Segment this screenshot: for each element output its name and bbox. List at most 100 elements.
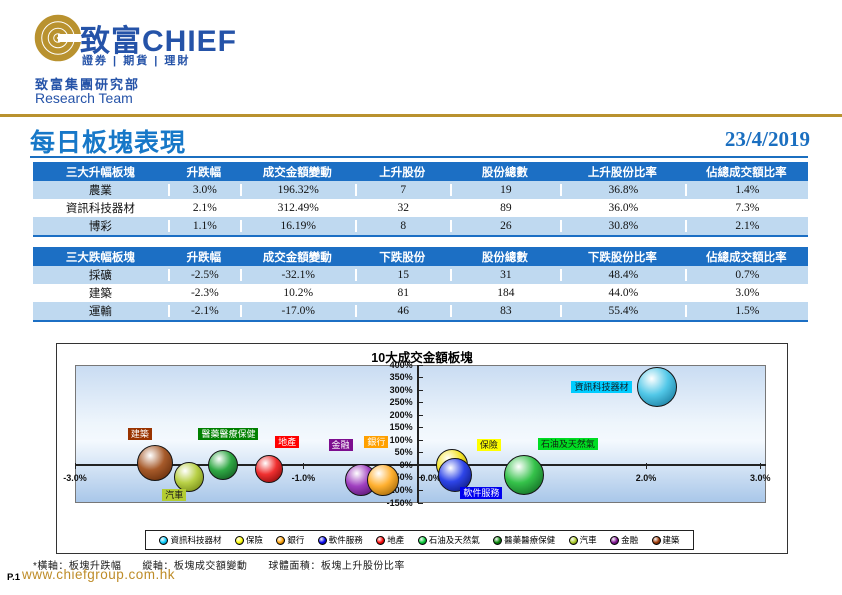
website-link[interactable]: www.chiefgroup.com.hk (22, 567, 176, 582)
y-axis-tick (417, 389, 423, 391)
table-cell: -32.1% (239, 269, 355, 281)
table-header-cell: 升跌幅 (186, 166, 222, 179)
brand-chinese: 致富 (80, 25, 142, 58)
bubble-data-label: 地產 (275, 436, 300, 449)
table-cell: 2.1% (167, 202, 240, 214)
legend-marker-icon (610, 535, 620, 545)
y-axis-tick-label: -100% (386, 484, 413, 495)
legend-item: 地產 (376, 534, 404, 546)
table-header-cell: 下跌股份 (379, 251, 426, 264)
x-axis-tick-label: -3.0% (63, 473, 87, 484)
table-header-row: 三大跌幅板塊 升跌幅 成交金額變動 下跌股份 股份總數 下跌股份比率 佔總成交額比率 (33, 247, 808, 266)
legend-marker-icon (417, 535, 427, 545)
y-axis-tick (417, 414, 423, 416)
table-cell: 1.4% (684, 184, 808, 196)
table-cell: 採礦 (88, 270, 112, 282)
table-row: 資訊科技器材 2.1% 312.49% 32 89 36.0% 7.3% (33, 199, 808, 217)
x-axis-tick (417, 463, 419, 470)
research-dept-cn: 致富集團研究部 (35, 77, 141, 92)
y-axis-tick (417, 364, 423, 366)
bubble-data-label: 建築 (127, 427, 152, 440)
y-axis-tick-label: 150% (389, 422, 413, 433)
table-cell: 30.8% (559, 220, 685, 232)
legend-label: 汽車 (579, 535, 597, 545)
table-cell: 36.0% (559, 202, 685, 214)
table-cell: -17.0% (239, 305, 355, 317)
table-cell: 44.0% (559, 287, 685, 299)
x-axis-tick (74, 463, 76, 470)
y-axis-tick-label: -150% (386, 497, 413, 508)
table-cell: 19 (449, 184, 560, 196)
chart-title: 10大成交金額板塊 (371, 351, 473, 365)
page-number: P.1 (7, 572, 21, 583)
table-cell: 運輸 (88, 306, 112, 318)
x-axis-tick-label: 3.0% (750, 473, 771, 484)
legend-item: 金融 (610, 534, 638, 546)
chart-bubble (637, 366, 678, 407)
table-header-cell: 成交金額變動 (262, 251, 332, 264)
x-axis-tick (759, 463, 761, 470)
y-axis-tick (417, 464, 423, 466)
legend-marker-icon (376, 535, 386, 545)
chart-bubble (136, 444, 173, 481)
table-cell: 1.1% (167, 220, 240, 232)
table-row: 博彩 1.1% 16.19% 8 26 30.8% 2.1% (33, 217, 808, 235)
table-bottom-border (33, 320, 808, 322)
legend-marker-icon (493, 535, 503, 545)
table-row: 運輸 -2.1% -17.0% 46 83 55.4% 1.5% (33, 302, 808, 320)
y-axis-tick (417, 439, 423, 441)
table-header-cell: 上升股份 (379, 166, 426, 179)
y-axis-line (417, 365, 419, 503)
brand-tagline: 證券 | 期貨 | 理財 (82, 55, 191, 67)
x-axis-tick-label: -1.0% (291, 473, 316, 484)
table-cell: 7.3% (684, 202, 808, 214)
table-header-row: 三大升幅板塊 升跌幅 成交金額變動 上升股份 股份總數 上升股份比率 佔總成交額比率 (33, 162, 808, 181)
x-axis-tick (302, 463, 304, 470)
bubble-data-label: 汽車 (162, 488, 187, 501)
table-cell: 建築 (88, 288, 112, 300)
legend-marker-icon (159, 535, 169, 545)
chart-footnote: *橫軸：板塊升跌幅 縱軸：板塊成交額變動 球體面積：板塊上升股份比率 (33, 561, 405, 572)
table-header-cell: 佔總成交額比率 (706, 251, 787, 264)
table-cell: 26 (449, 220, 560, 232)
chart-bubble (438, 458, 473, 493)
y-axis-tick-label: 50% (394, 447, 413, 458)
y-axis-tick-label: 300% (389, 384, 413, 395)
table-cell: 184 (449, 287, 560, 299)
legend-marker-icon (317, 535, 327, 545)
table-cell: 10.2% (239, 287, 355, 299)
table-cell: 博彩 (88, 221, 112, 233)
table-header-cell: 下跌股份比率 (587, 251, 657, 264)
brand-english: CHIEF (142, 25, 237, 58)
table-bottom-border (33, 235, 808, 237)
bubble-data-label: 軟件服務 (460, 487, 503, 500)
y-axis-tick-label: 400% (389, 359, 413, 370)
y-axis-tick (417, 427, 423, 429)
bubble-data-label: 資訊科技器材 (571, 380, 632, 393)
table-header-cell: 佔總成交額比率 (706, 166, 787, 179)
x-axis-tick-label: 2.0% (635, 473, 657, 484)
table-cell: 8 (354, 220, 450, 232)
chart-bubble (503, 455, 544, 496)
x-axis-tick-label: 0.0% (420, 473, 441, 484)
table-header-cell: 股份總數 (481, 166, 528, 179)
losers-table: 三大跌幅板塊 升跌幅 成交金額變動 下跌股份 股份總數 下跌股份比率 佔總成交額比率 採礦 -2… (33, 247, 808, 322)
y-axis-tick (417, 402, 423, 404)
table-cell: -2.5% (167, 269, 240, 281)
legend-item: 醫藥醫療保健 (493, 534, 555, 546)
report-date: 23/4/2019 (724, 127, 810, 151)
table-header-cell: 三大跌幅板塊 (65, 251, 135, 264)
table-header-cell: 三大升幅板塊 (65, 166, 135, 179)
y-axis-tick (417, 452, 423, 454)
table-cell: -2.3% (167, 287, 240, 299)
y-axis-tick-label: 200% (389, 409, 413, 420)
legend-marker-icon (234, 535, 244, 545)
table-header-cell: 成交金額變動 (262, 166, 332, 179)
chart-bubble (208, 450, 239, 481)
bubble-data-label: 金融 (328, 439, 353, 452)
y-axis-tick (417, 502, 423, 504)
x-axis-tick (645, 463, 647, 470)
table-cell: 7 (354, 184, 450, 196)
table-cell: 資訊科技器材 (65, 203, 135, 215)
legend-label: 建築 (662, 535, 680, 545)
